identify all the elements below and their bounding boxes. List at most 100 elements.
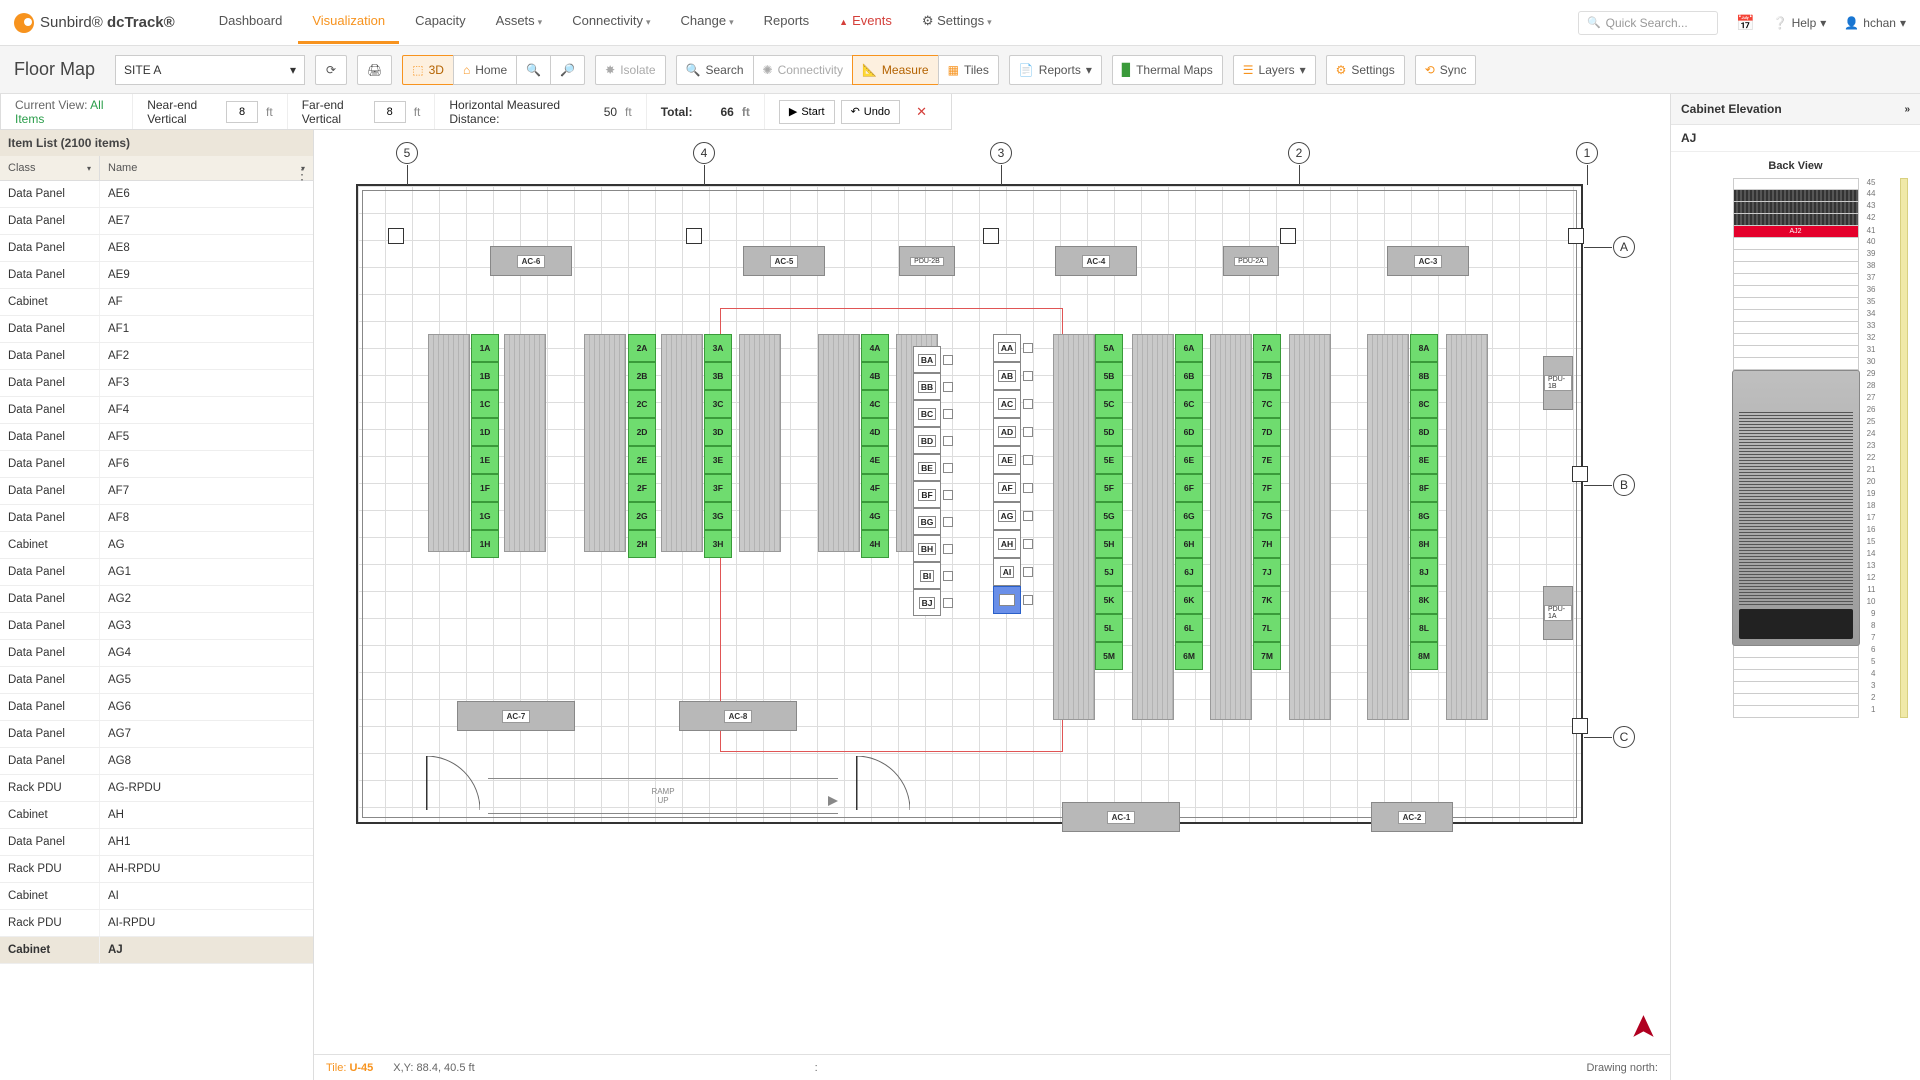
ru-32[interactable]: 32 [1733,334,1859,346]
ru-45[interactable]: 45 [1733,178,1859,190]
item-row[interactable]: Data PanelAH1 [0,829,313,856]
cabinet-6C[interactable]: 6C [1175,390,1203,418]
ru-40[interactable]: 40 [1733,238,1859,250]
cabinet-7K[interactable]: 7K [1253,586,1281,614]
cabinet-AD[interactable]: AD [993,418,1021,446]
cabinet-7C[interactable]: 7C [1253,390,1281,418]
cabinet-5C[interactable]: 5C [1095,390,1123,418]
item-row[interactable]: Rack PDUAH-RPDU [0,856,313,883]
cabinet-AE[interactable]: AE [993,446,1021,474]
cabinet-6E[interactable]: 6E [1175,446,1203,474]
nav-events[interactable]: Events [825,1,906,44]
cabinet-2A[interactable]: 2A [628,334,656,362]
ru-42[interactable]: 42 [1733,214,1859,226]
cabinet-6H[interactable]: 6H [1175,530,1203,558]
item-row[interactable]: Data PanelAG7 [0,721,313,748]
cabinet-4E[interactable]: 4E [861,446,889,474]
ru-36[interactable]: 36 [1733,286,1859,298]
item-row[interactable]: Data PanelAG6 [0,694,313,721]
cabinet-6D[interactable]: 6D [1175,418,1203,446]
cabinet-4H[interactable]: 4H [861,530,889,558]
cabinet-8L[interactable]: 8L [1410,614,1438,642]
measure-undo-button[interactable]: ↶ Undo [841,100,901,124]
cabinet-8F[interactable]: 8F [1410,474,1438,502]
cabinet-AJ[interactable]: AJ [993,586,1021,614]
cabinet-7M[interactable]: 7M [1253,642,1281,670]
cabinet-8G[interactable]: 8G [1410,502,1438,530]
ru-31[interactable]: 31 [1733,346,1859,358]
reports-button[interactable]: 📄Reports ▾ [1009,55,1102,85]
cabinet-5J[interactable]: 5J [1095,558,1123,586]
cabinet-4B[interactable]: 4B [861,362,889,390]
ru-41[interactable]: AJ241 [1733,226,1859,238]
cabinet-BI[interactable]: BI [913,562,941,589]
col-name[interactable]: Name▾ [100,156,313,180]
item-row[interactable]: CabinetAI [0,883,313,910]
ac-unit[interactable]: AC-4 [1055,246,1137,276]
print-button[interactable]: 🖨 [357,55,392,85]
nav-reports[interactable]: Reports [750,1,824,44]
cabinet-1B[interactable]: 1B [471,362,499,390]
ru-30[interactable]: 30 [1733,358,1859,370]
cabinet-8E[interactable]: 8E [1410,446,1438,474]
thermal-button[interactable]: ▉Thermal Maps [1112,55,1223,85]
near-input[interactable] [226,101,258,123]
elevation-server[interactable] [1732,370,1860,646]
cabinet-5D[interactable]: 5D [1095,418,1123,446]
cabinet-8J[interactable]: 8J [1410,558,1438,586]
home-button[interactable]: ⌂Home [453,55,517,85]
cabinet-2D[interactable]: 2D [628,418,656,446]
ac-unit[interactable]: AC-3 [1387,246,1469,276]
item-row[interactable]: CabinetAG [0,532,313,559]
cabinet-6B[interactable]: 6B [1175,362,1203,390]
nav-change[interactable]: Change▾ [667,1,748,44]
cabinet-4A[interactable]: 4A [861,334,889,362]
cabinet-4F[interactable]: 4F [861,474,889,502]
ru-38[interactable]: 38 [1733,262,1859,274]
ac-unit[interactable]: AC-7 [457,701,575,731]
nav-dashboard[interactable]: Dashboard [205,1,297,44]
cabinet-BH[interactable]: BH [913,535,941,562]
cabinet-1H[interactable]: 1H [471,530,499,558]
item-row[interactable]: Data PanelAE7 [0,208,313,235]
cabinet-2B[interactable]: 2B [628,362,656,390]
cabinet-5B[interactable]: 5B [1095,362,1123,390]
floor-canvas[interactable]: 54321ABCAC-6AC-5AC-4AC-3AC-7AC-8AC-1AC-2… [314,94,1670,1080]
cabinet-1D[interactable]: 1D [471,418,499,446]
cabinet-BJ[interactable]: BJ [913,589,941,616]
ru-3[interactable]: 3 [1733,682,1859,694]
cabinet-1F[interactable]: 1F [471,474,499,502]
cabinet-AC[interactable]: AC [993,390,1021,418]
ru-44[interactable]: 44 [1733,190,1859,202]
cabinet-3G[interactable]: 3G [704,502,732,530]
item-row[interactable]: Data PanelAF6 [0,451,313,478]
cabinet-3A[interactable]: 3A [704,334,732,362]
ac-unit[interactable]: AC-1 [1062,802,1180,832]
cabinet-BB[interactable]: BB [913,373,941,400]
expand-icon[interactable]: » [1904,104,1910,115]
cabinet-1C[interactable]: 1C [471,390,499,418]
ru-37[interactable]: 37 [1733,274,1859,286]
cabinet-8H[interactable]: 8H [1410,530,1438,558]
item-row[interactable]: Data PanelAG5 [0,667,313,694]
nav-settings[interactable]: ⚙ Settings▾ [908,1,1006,44]
item-row[interactable]: Rack PDUAG-RPDU [0,775,313,802]
cabinet-8A[interactable]: 8A [1410,334,1438,362]
cabinet-5M[interactable]: 5M [1095,642,1123,670]
3d-button[interactable]: ⬚3D [402,55,454,85]
ru-33[interactable]: 33 [1733,322,1859,334]
item-row[interactable]: Data PanelAF7 [0,478,313,505]
measure-start-button[interactable]: ▶ Start [779,100,835,124]
cabinet-6F[interactable]: 6F [1175,474,1203,502]
cabinet-2E[interactable]: 2E [628,446,656,474]
cabinet-6L[interactable]: 6L [1175,614,1203,642]
cabinet-BF[interactable]: BF [913,481,941,508]
cabinet-8M[interactable]: 8M [1410,642,1438,670]
far-input[interactable] [374,101,406,123]
cabinet-5F[interactable]: 5F [1095,474,1123,502]
item-row[interactable]: Data PanelAE8 [0,235,313,262]
item-row[interactable]: Data PanelAF3 [0,370,313,397]
cabinet-2G[interactable]: 2G [628,502,656,530]
column-menu-icon[interactable]: ⋮ [295,166,309,183]
cabinet-AI[interactable]: AI [993,558,1021,586]
